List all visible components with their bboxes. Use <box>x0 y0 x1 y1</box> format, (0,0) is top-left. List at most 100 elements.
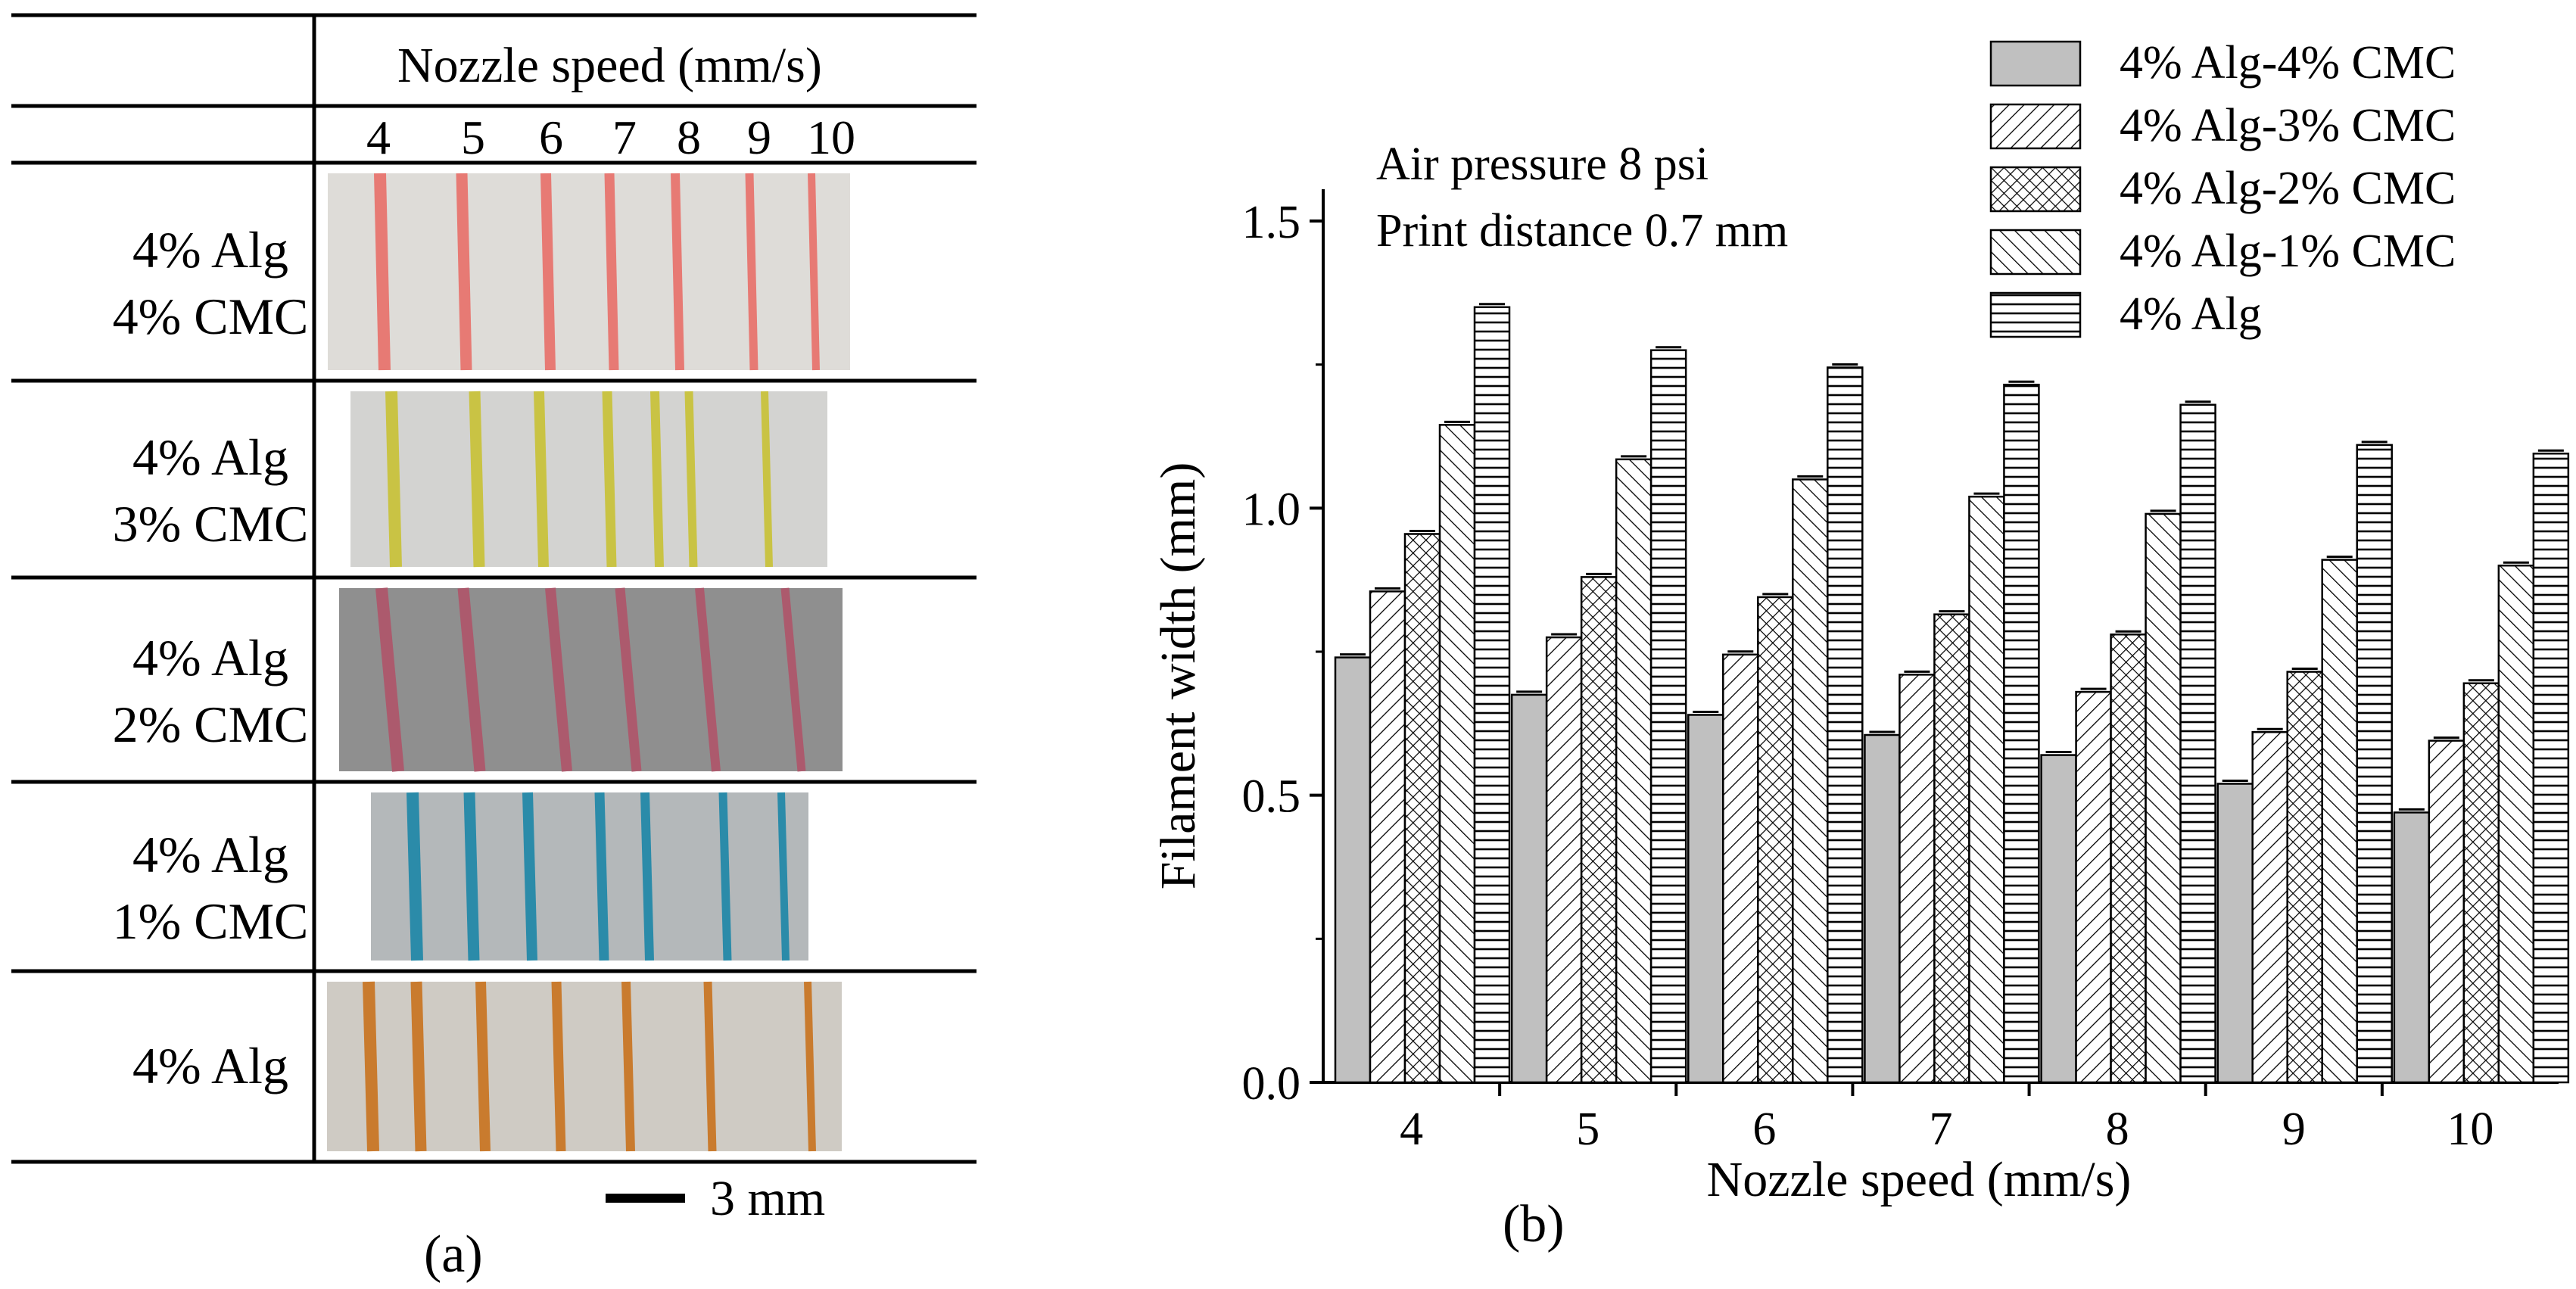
printed-filament <box>718 792 732 961</box>
x-tick-label: 8 <box>2106 1104 2129 1155</box>
series-2 <box>1369 587 2465 1084</box>
legend-swatch <box>1989 229 2082 276</box>
x-tick-label: 6 <box>1752 1104 1776 1155</box>
panel-a: Nozzle speed (mm/s) 4 5 6 7 8 9 10 4% Alg 4% CM… <box>11 13 977 1284</box>
legend-item: 4% Alg-3% CMC <box>1989 100 2456 151</box>
bar <box>2145 512 2182 1084</box>
printed-filament <box>808 173 820 371</box>
printed-filament <box>363 981 379 1152</box>
annotation-print-distance: Print distance 0.7 mm <box>1376 205 1788 257</box>
legend-label: 4% Alg-3% CMC <box>2120 100 2456 151</box>
legend-swatch <box>1989 40 2082 87</box>
bar <box>2356 444 2393 1084</box>
sample-label-line1: 4% Alg <box>132 826 288 883</box>
printed-filament <box>621 981 635 1152</box>
printed-filament <box>406 792 423 961</box>
bar <box>2075 690 2112 1084</box>
bar <box>1757 596 1794 1084</box>
sample-label-line1: 4% Alg <box>132 629 288 687</box>
legend-item: 4% Alg-2% CMC <box>1989 163 2456 214</box>
bar <box>1580 576 1618 1084</box>
bar <box>1403 533 1441 1084</box>
x-tick-label: 7 <box>1930 1104 1953 1155</box>
printed-filament <box>780 587 806 772</box>
legend-label: 4% Alg-2% CMC <box>2120 163 2456 214</box>
bar <box>2428 739 2465 1084</box>
bar <box>1615 458 1652 1084</box>
bar <box>2321 559 2358 1084</box>
panel-b-caption: (b) <box>1503 1195 1565 1253</box>
printed-filament <box>469 391 485 568</box>
bar <box>1792 478 1829 1084</box>
bar <box>2110 633 2147 1084</box>
printed-filament <box>703 981 717 1152</box>
legend-swatch <box>1989 166 2082 213</box>
sample-row: 4% Alg 1% CMC <box>113 792 808 961</box>
legend-label: 4% Alg-4% CMC <box>2120 37 2456 89</box>
bar <box>2040 754 2077 1084</box>
bar <box>1687 714 1724 1084</box>
speed-label: 6 <box>539 111 563 164</box>
bar <box>1473 306 1511 1084</box>
bar <box>1545 636 1583 1084</box>
y-tick-label: 0.0 <box>1242 1058 1301 1110</box>
sample-photo <box>371 792 808 961</box>
legend-label: 4% Alg <box>2120 288 2262 340</box>
printed-filament <box>650 391 664 568</box>
x-tick-label: 9 <box>2282 1104 2306 1155</box>
sample-row: 4% Alg 2% CMC <box>113 587 843 772</box>
bar <box>1968 495 2005 1084</box>
printed-filament <box>545 587 572 772</box>
sample-row: 4% Alg 3% CMC <box>113 391 827 568</box>
x-tick-label: 5 <box>1576 1104 1599 1155</box>
printed-filament <box>463 792 480 961</box>
printed-filament <box>534 391 549 568</box>
bar <box>1827 366 1864 1084</box>
bar <box>1649 349 1687 1084</box>
printed-filament <box>457 587 486 772</box>
bar <box>2216 783 2254 1084</box>
sample-label-line2: 1% CMC <box>113 892 309 950</box>
speed-label: 9 <box>747 111 771 164</box>
speed-labels: 4 5 6 7 8 9 10 <box>366 111 855 164</box>
bar <box>2462 682 2500 1084</box>
legend-swatch <box>1989 291 2082 338</box>
printed-filament <box>374 173 391 371</box>
printed-filament <box>804 981 816 1152</box>
bar <box>2286 671 2323 1084</box>
series-5 <box>1473 303 2570 1084</box>
bar <box>2179 403 2216 1084</box>
annotation-air-pressure: Air pressure 8 psi <box>1376 139 1709 190</box>
printed-filament <box>602 391 617 568</box>
printed-filament <box>551 981 566 1152</box>
speed-label: 4 <box>366 111 391 164</box>
printed-filament <box>761 391 773 568</box>
printed-filament <box>540 173 556 371</box>
y-tick-label: 1.5 <box>1242 197 1301 248</box>
speed-header: Nozzle speed (mm/s) <box>397 38 822 93</box>
bar <box>1899 674 1936 1084</box>
printed-filament <box>745 173 758 371</box>
bar <box>1510 693 1548 1084</box>
sample-photo <box>350 391 827 567</box>
sample-photo <box>328 173 850 370</box>
printed-filament <box>385 391 402 568</box>
chart-legend: 4% Alg-4% CMC 4% Alg-3% CMC 4% Alg-2% CMC 4… <box>1989 37 2456 340</box>
y-tick-label: 1.0 <box>1242 484 1301 535</box>
printed-filament <box>522 792 537 961</box>
legend-item: 4% Alg <box>1989 288 2262 340</box>
speed-label: 10 <box>807 111 855 164</box>
printed-filament <box>475 981 491 1152</box>
sample-label-line2: 4% CMC <box>113 288 309 345</box>
sample-label-line2: 2% CMC <box>113 696 309 753</box>
printed-filament <box>777 792 790 961</box>
sample-label-line1: 4% Alg <box>132 221 288 279</box>
bar <box>1369 590 1406 1084</box>
series-4 <box>1438 420 2535 1084</box>
x-tick-label: 10 <box>2447 1104 2493 1155</box>
chart-bars <box>1334 303 2570 1084</box>
legend-swatch <box>1989 103 2082 150</box>
